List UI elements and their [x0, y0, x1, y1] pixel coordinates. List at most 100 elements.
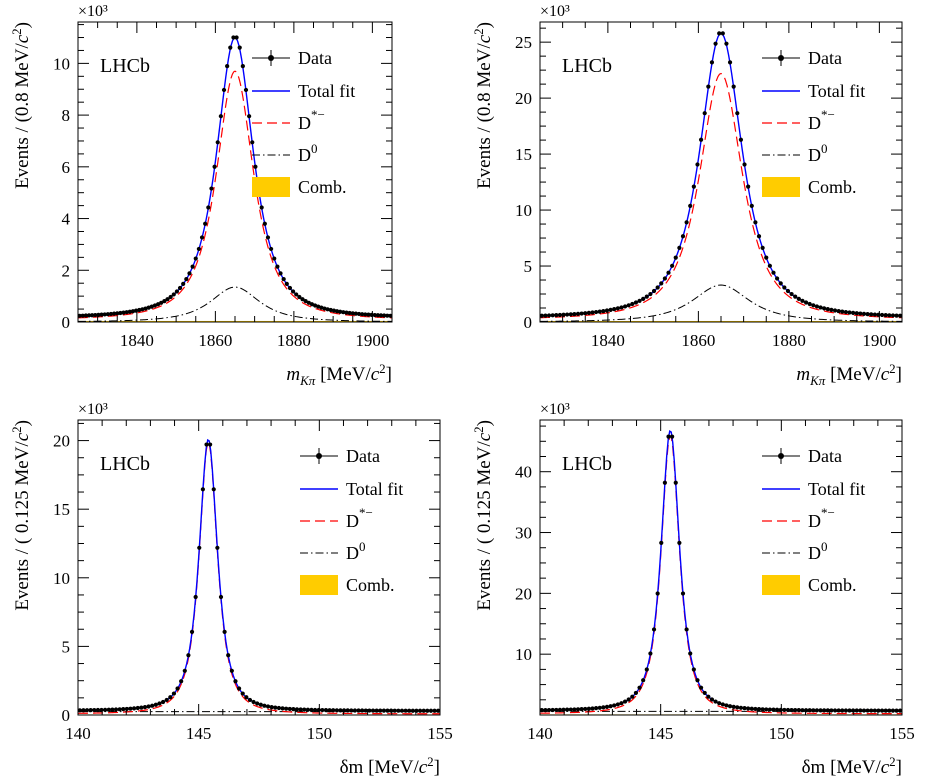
legend-label: Total fit [298, 81, 355, 101]
data-point [276, 705, 282, 711]
data-point [231, 35, 236, 40]
data-point [832, 708, 838, 713]
data-point [829, 307, 834, 312]
data-point [206, 205, 211, 210]
data-point [811, 303, 816, 308]
data-point [803, 300, 809, 305]
data-point [171, 691, 177, 696]
data-point [579, 707, 584, 712]
legend-label: Comb. [808, 177, 857, 197]
data-point [822, 306, 827, 311]
data-point [680, 234, 686, 239]
data-point [876, 312, 881, 317]
data-point [105, 312, 110, 317]
d0-curve [78, 286, 392, 322]
data-point [363, 708, 368, 713]
data-point [360, 708, 365, 713]
data-point [323, 708, 329, 713]
data-point [651, 288, 657, 294]
data-point [363, 312, 368, 317]
x-tick-label: 1900 [862, 331, 896, 350]
y-tick-label: 20 [53, 432, 70, 451]
data-point [709, 697, 715, 702]
y-tick-label: 20 [515, 89, 532, 108]
data-point [374, 708, 379, 713]
data-point [840, 309, 845, 314]
data-point [103, 707, 108, 712]
lhcb-label: LHCb [100, 453, 150, 475]
data-point [702, 111, 707, 116]
data-point [309, 302, 315, 307]
data-point [717, 701, 722, 706]
panel-dm-b: 140 145 150 155 10 20 30 40 ×10³ LHCb δm [MeV/c2] E… [471, 401, 915, 777]
x-axis-title: mKπ [MeV/c2] [286, 361, 392, 388]
data-point [291, 707, 296, 712]
panel-mkpi-b: 1840 1860 1880 1900 0 5 10 15 20 25 ×10³ LHCb mKπ [M… [471, 3, 903, 388]
data-point [305, 707, 310, 712]
data-point [366, 312, 371, 317]
data-point [137, 307, 142, 313]
data-point [385, 708, 390, 713]
data-point [212, 164, 217, 169]
x-tick-label: 1880 [277, 331, 311, 350]
data-point [370, 708, 376, 713]
data-point [269, 704, 274, 710]
data-point [225, 63, 230, 69]
dstar-curve [78, 441, 440, 715]
data-point [81, 708, 86, 713]
data-point [255, 701, 260, 706]
data-point [309, 707, 314, 712]
data-point [331, 308, 337, 313]
legend-label: D0 [346, 539, 366, 563]
data-point [572, 311, 577, 317]
data-point [184, 276, 189, 282]
data-point [858, 311, 863, 316]
data-point [174, 289, 180, 294]
data-point [608, 704, 613, 709]
data-point [749, 203, 754, 208]
data-point [208, 442, 213, 447]
y-tick-label: 0 [62, 706, 71, 725]
legend-label: D*− [298, 107, 325, 133]
y-tick-label: 2 [62, 261, 71, 280]
data-point [861, 311, 867, 316]
data-point [662, 480, 667, 485]
data-point [601, 308, 606, 314]
data-point [565, 707, 570, 712]
y-tick-label: 25 [515, 33, 532, 52]
data-point [197, 545, 202, 550]
y-axis-title: Events / (0.8 MeV/c2) [471, 22, 495, 189]
data-point [187, 271, 192, 276]
data-point [421, 708, 426, 713]
data-point [175, 686, 180, 691]
data-point [273, 705, 278, 710]
data-point [554, 707, 559, 713]
data-point [121, 707, 126, 712]
data-point [840, 708, 845, 713]
data-point [281, 276, 286, 282]
data-point [432, 708, 437, 713]
lhcb-label: LHCb [562, 55, 612, 77]
plot-area [78, 35, 392, 322]
data-point [807, 708, 812, 713]
data-point [251, 699, 256, 705]
data-point [352, 708, 358, 713]
data-point [615, 702, 620, 707]
data-point [209, 186, 214, 191]
data-point [568, 707, 573, 712]
data-point [165, 297, 170, 302]
data-point [890, 708, 896, 713]
data-point [78, 313, 82, 318]
data-point [655, 591, 660, 596]
data-point [316, 707, 321, 713]
data-point [594, 706, 599, 711]
data-point [284, 706, 289, 711]
data-point [832, 308, 838, 313]
data-point [622, 304, 628, 309]
plot-frame [539, 419, 903, 716]
data-point [869, 312, 874, 317]
data-point [287, 706, 292, 712]
data-point [851, 310, 856, 315]
data-point [280, 706, 285, 711]
data-point [259, 205, 264, 210]
